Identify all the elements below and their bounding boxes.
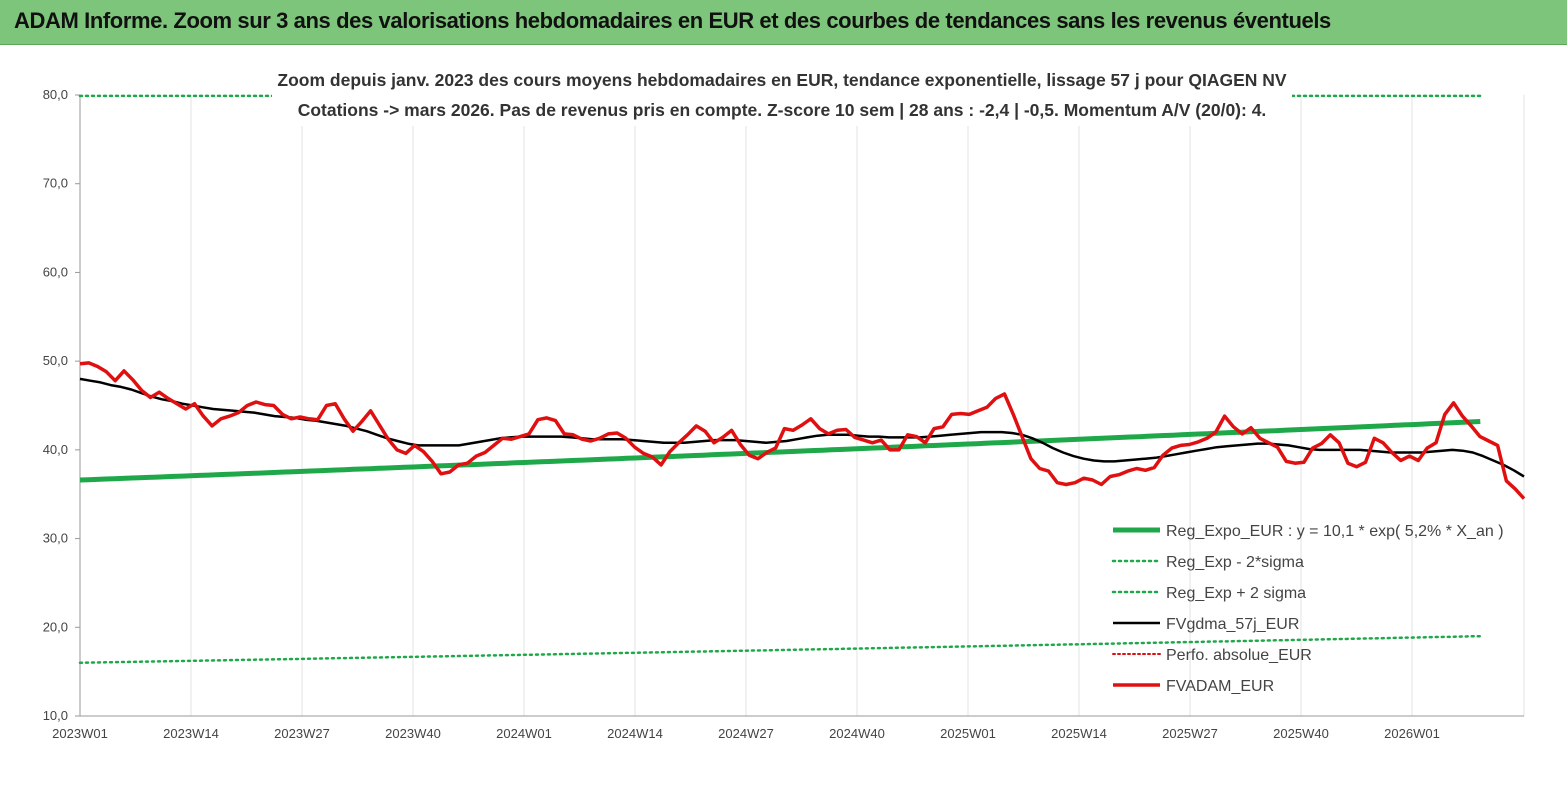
legend: Reg_Expo_EUR : y = 10,1 * exp( 5,2% * X_… — [1111, 523, 1504, 695]
x-tick-label: 2023W01 — [52, 726, 108, 741]
legend-label: FVgdma_57j_EUR — [1166, 616, 1299, 633]
x-tick-label: 2024W40 — [829, 726, 885, 741]
chart-subtitle: Cotations -> mars 2026. Pas de revenus p… — [298, 100, 1267, 120]
legend-label: Reg_Exp + 2 sigma — [1166, 585, 1306, 602]
x-tick-label: 2025W40 — [1273, 726, 1329, 741]
series-fvgdma — [79, 377, 1525, 478]
y-tick-label: 50,0 — [43, 353, 68, 368]
x-tick-label: 2024W14 — [607, 726, 663, 741]
series-reg-exp-minus-2sigma — [78, 634, 1482, 665]
x-tick-label: 2024W01 — [496, 726, 552, 741]
y-tick-label: 10,0 — [43, 708, 68, 723]
x-tick-label: 2024W27 — [718, 726, 774, 741]
chart-title: Zoom depuis janv. 2023 des cours moyens … — [277, 70, 1286, 90]
line-chart: 2023W01 2023W14 2023W27 2023W40 2024W01 2024W… — [43, 62, 1526, 741]
legend-label: Reg_Exp - 2*sigma — [1166, 554, 1304, 571]
legend-label: Perfo. absolue_EUR — [1166, 647, 1312, 664]
y-tick-label: 30,0 — [43, 531, 68, 546]
y-tick-label: 60,0 — [43, 264, 68, 279]
gridlines — [79, 95, 1525, 716]
x-tick-label: 2025W14 — [1051, 726, 1107, 741]
x-tick-label: 2025W01 — [940, 726, 996, 741]
x-tick-label: 2026W01 — [1384, 726, 1440, 741]
chart-title-background — [272, 62, 1292, 126]
series-lines — [78, 94, 1526, 665]
banner-title: ADAM Informe. Zoom sur 3 ans des valoris… — [14, 8, 1331, 33]
header-banner: ADAM Informe. Zoom sur 3 ans des valoris… — [0, 0, 1567, 45]
axes: 2023W01 2023W14 2023W27 2023W40 2024W01 2024W… — [43, 87, 1524, 741]
x-tick-label: 2023W27 — [274, 726, 330, 741]
legend-label: FVADAM_EUR — [1166, 678, 1274, 695]
y-tick-label: 70,0 — [43, 176, 68, 191]
x-tick-label: 2023W14 — [163, 726, 219, 741]
series-fvadam — [79, 361, 1526, 500]
y-tick-label: 20,0 — [43, 619, 68, 634]
x-tick-label: 2023W40 — [385, 726, 441, 741]
x-tick-label: 2025W27 — [1162, 726, 1218, 741]
legend-label: Reg_Expo_EUR : y = 10,1 * exp( 5,2% * X_… — [1166, 523, 1504, 540]
y-tick-label: 80,0 — [43, 87, 68, 102]
series-reg-expo — [79, 419, 1481, 483]
y-tick-label: 40,0 — [43, 442, 68, 457]
